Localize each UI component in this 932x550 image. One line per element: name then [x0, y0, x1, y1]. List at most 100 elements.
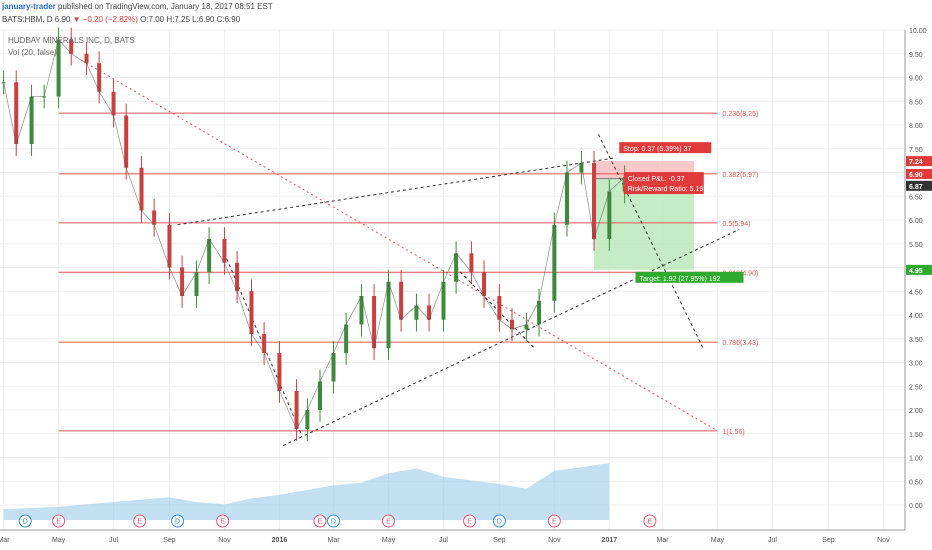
event-marker — [133, 514, 147, 528]
price-candle — [552, 224, 557, 301]
price-axis: 10.009.509.008.508.007.507.006.506.005.5… — [904, 28, 932, 530]
price-candle — [294, 391, 299, 429]
event-marker — [643, 514, 657, 528]
event-marker — [382, 514, 396, 528]
event-letter: E — [648, 519, 653, 526]
time-tick-label: May — [382, 537, 396, 544]
stop-label-bg — [619, 142, 712, 154]
time-tick-label: Jul — [768, 537, 777, 544]
price-tick-label: 0.50 — [909, 479, 923, 486]
time-tick-label: May — [711, 537, 725, 544]
price-tick-label: 10.00 — [909, 28, 927, 35]
price-candle — [180, 267, 185, 296]
price-candle — [414, 305, 419, 320]
event-letter: D — [175, 519, 180, 526]
event-letter: E — [220, 519, 225, 526]
published-text: published on TradingView.com, January 18… — [58, 2, 273, 11]
time-tick-label: Nov — [877, 537, 890, 544]
volume-legend: Vol (20, false) — [8, 48, 57, 57]
price-tag-bg — [906, 264, 932, 275]
time-tick-label: Jul — [109, 537, 118, 544]
price-candle — [537, 300, 542, 325]
price-candle — [84, 53, 89, 64]
fib-label: 1(1.56) — [723, 429, 745, 436]
price-tag: 7.24 — [909, 159, 923, 166]
price-tick-label: 6.00 — [909, 218, 923, 225]
event-marker — [52, 514, 66, 528]
position-labels: Stop: 0.37 (5.39%) 37 Closed P&L: -0.37 Ri… — [619, 142, 744, 283]
price-candle — [14, 82, 19, 144]
price-candle — [56, 39, 61, 97]
volume-area — [3, 463, 610, 520]
fib-label: 0.5(5.94) — [723, 221, 751, 228]
price-candle — [277, 353, 282, 391]
event-letter: D — [331, 519, 336, 526]
price-tick-label: 3.50 — [909, 337, 923, 344]
trendline — [598, 134, 704, 349]
closed-box-bg — [623, 172, 704, 195]
chart-header: january-trader published on TradingView.… — [0, 0, 932, 30]
ratio-label: Risk/Reward Ratio: 5.19 — [628, 186, 704, 193]
trendline — [282, 229, 740, 447]
price-candle — [579, 163, 584, 173]
time-tick-label: 2017 — [602, 537, 618, 544]
volume-layer — [3, 463, 610, 520]
price-candle — [441, 281, 446, 320]
event-letter: D — [23, 519, 28, 526]
time-tick-label: Mar — [0, 537, 10, 544]
author-link[interactable]: january-trader — [2, 2, 56, 11]
time-tick-label: May — [52, 537, 66, 544]
ohlc-values: O:7.00 H:7.25 L:6.90 C:6.90 — [140, 15, 241, 24]
price-candle — [469, 253, 474, 273]
target-label-bg — [635, 271, 744, 283]
price-series — [1, 27, 627, 441]
event-marker — [216, 514, 230, 528]
price-candle — [262, 334, 267, 353]
time-tick-label: 2016 — [272, 537, 288, 544]
trendline — [177, 157, 614, 226]
symbol-legend: HUDBAY MINERALS INC, D, BATS — [8, 36, 135, 45]
price-tag: 6.87 — [909, 184, 923, 191]
price-tick-label: 0.00 — [909, 503, 923, 510]
price-line — [3, 38, 625, 430]
time-tick-label: Mar — [327, 537, 340, 544]
event-marker — [18, 514, 32, 528]
event-marker — [492, 514, 506, 528]
price-tick-label: 5.50 — [909, 242, 923, 249]
time-axis: Mar May Jul Sep Nov 2016 Mar May Jul Sep Nov 2017 Ma… — [0, 529, 905, 544]
price-candle — [194, 272, 199, 296]
price-tick-label: 9.50 — [909, 52, 923, 59]
closed-label: Closed P&L: -0.37 — [628, 176, 685, 183]
price-candle — [207, 239, 212, 273]
price-tick-label: 2.00 — [909, 408, 923, 415]
fib-label: 0.382(6.97) — [723, 172, 759, 179]
price-tick-label: 1.00 — [909, 456, 923, 463]
price-tick-label: 3.00 — [909, 361, 923, 368]
event-letter: E — [467, 519, 472, 526]
price-candle — [29, 96, 34, 144]
event-marker — [463, 514, 477, 528]
time-tick-label: Sep — [493, 537, 506, 544]
time-tick-label: Sep — [822, 537, 835, 544]
time-tick-label: Nov — [548, 537, 561, 544]
price-candle — [509, 319, 514, 330]
price-candle — [124, 115, 129, 168]
price-candle — [359, 296, 364, 325]
event-letter: E — [56, 519, 61, 526]
price-tag-bg — [906, 156, 932, 167]
price-candle — [454, 253, 459, 282]
price-tick-label: 4.50 — [909, 289, 923, 296]
event-marker — [327, 514, 341, 528]
event-letter: E — [552, 519, 557, 526]
price-tick-label: 2.50 — [909, 384, 923, 391]
price-candle — [372, 296, 377, 349]
price-tick-label: 9.00 — [909, 76, 923, 83]
price-candle — [386, 281, 391, 349]
price-candle — [235, 262, 240, 292]
price-candle — [97, 63, 102, 92]
price-candle — [69, 39, 74, 54]
price-candle — [607, 191, 612, 239]
fib-label: 0.786(3.43) — [723, 340, 759, 347]
chart-grid — [0, 29, 905, 530]
